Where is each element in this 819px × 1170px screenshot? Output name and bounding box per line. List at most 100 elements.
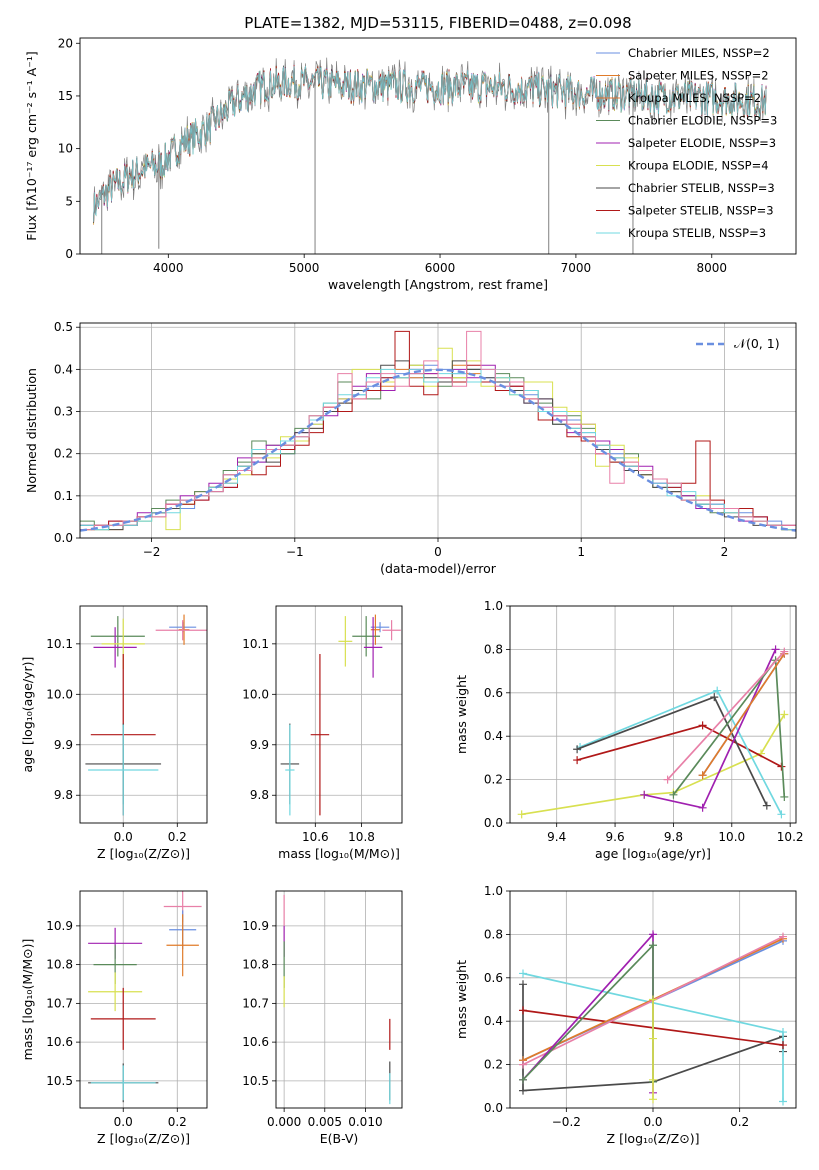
x-tick-label: 0.000 [267,1115,301,1129]
figure-title: PLATE=1382, MJD=53115, FIBERID=0488, z=0… [244,14,631,32]
x-tick-label: 2 [721,545,729,559]
errorbar-point [338,616,353,667]
weight-marker [663,775,672,784]
plot-area [517,645,789,819]
x-tick-label: 0 [434,545,442,559]
y-tick-label: 10.9 [46,919,73,933]
legend: Chabrier MILES, NSSP=2 Salpeter MILES, NS… [596,46,777,240]
weight-marker [519,969,527,978]
weight-marker [779,1041,787,1050]
y-axis-label: Normed distribution [24,368,39,493]
x-axis-label: age [log₁₀(age/yr)] [595,846,711,861]
y-tick-label: 9.9 [250,738,269,752]
plot-area [519,930,787,1106]
errorbar-point [352,616,381,657]
panel-weight_vs_age: 9.4 9.6 9.8 10.0 10.2 0.0 0.2 0.4 0.6 0.8 1.0 age [… [454,599,804,861]
weight-marker [649,1034,657,1043]
legend-entry: Kroupa ELODIE, NSSP=4 [628,159,769,173]
y-tick-label: 9.8 [250,788,269,802]
panel-mass_vs_ebv: 0.000 0.005 0.010 10.5 10.6 10.7 10.8 10.9 E(B-V… [242,890,403,1146]
x-tick-label: 0.010 [348,1115,382,1129]
errorbar-point [363,617,383,678]
x-axis-label: E(B-V) [320,1131,359,1146]
y-axis-label: mass weight [454,960,469,1039]
weight-marker [519,1060,527,1069]
axes-frame [79,890,208,1109]
x-tick-label: 0.2 [730,1115,749,1129]
x-tick-label: 8000 [696,261,727,275]
errorbar-point [370,614,381,645]
x-tick-label: 4000 [153,261,184,275]
x-axis-label: Z [log₁₀(Z/Z⊙)] [97,846,190,861]
y-tick-label: 10.5 [46,1074,73,1088]
legend-entry: Chabrier STELIB, NSSP=3 [628,181,775,195]
x-axis-label: mass [log₁₀(M/M⊙)] [278,846,400,861]
errorbar-point [88,972,143,1012]
y-tick-label: 0.4 [484,1014,503,1028]
weight-marker [669,790,678,799]
weight-marker [698,803,707,812]
x-tick-label: 9.6 [606,830,625,844]
y-tick-label: 10.7 [46,996,73,1010]
y-tick-label: 0.6 [484,971,503,985]
x-tick-label: 0.2 [168,830,187,844]
weight-marker [519,1086,527,1095]
x-tick-label: 5000 [289,261,320,275]
x-tick-label: 6000 [425,261,456,275]
gaussian-curve [80,368,796,532]
legend: 𝒩(0, 1) [696,336,780,351]
y-tick-label: 10.0 [242,687,269,701]
legend-entry: Chabrier ELODIE, NSSP=3 [628,114,777,128]
x-tick-label: 1 [577,545,585,559]
errorbar-point [93,627,137,668]
weight-marker [777,810,786,819]
legend-entry: Salpeter STELIB, NSSP=3 [628,204,774,218]
y-axis-label: mass weight [454,675,469,754]
x-tick-label: −0.2 [552,1115,581,1129]
weight-marker [649,941,657,950]
x-axis-label: Z [log₁₀(Z/Z⊙)] [607,1131,700,1146]
errorbar-point [310,653,330,816]
y-tick-label: 15 [58,89,73,103]
plot-area [85,614,207,816]
weight-marker [780,647,789,656]
legend-entry: Salpeter ELODIE, NSSP=3 [628,136,776,150]
errorbar-point [285,724,295,816]
y-tick-label: 1.0 [484,884,503,898]
axes-frame [79,322,797,539]
y-tick-label: 10.8 [242,958,269,972]
axes-frame [509,605,797,824]
x-axis-label: (data-model)/error [380,561,497,576]
y-tick-label: 0.0 [484,816,503,830]
weight-marker [649,1095,657,1104]
y-tick-label: 0.2 [484,773,503,787]
errorbar-point [155,620,207,641]
weight-marker [762,801,771,810]
y-tick-label: 9.8 [54,788,73,802]
y-tick-label: 0.6 [484,686,503,700]
y-tick-label: 10.8 [46,958,73,972]
weight-marker [573,745,582,754]
y-tick-label: 10.9 [242,919,269,933]
histogram-salpeter-miles [80,330,796,531]
weight-marker [779,1028,787,1037]
x-tick-label: −2 [143,545,161,559]
x-tick-label: 0.005 [308,1115,342,1129]
weight-line-kroupa-miles [701,653,786,776]
y-axis-label: age [log₁₀(age/yr)] [20,657,35,773]
x-tick-label: 7000 [561,261,592,275]
plot-area [80,330,796,532]
weight-marker [771,645,780,654]
weight-marker [519,980,527,989]
errorbar-point [370,622,390,633]
y-tick-label: 1.0 [484,599,503,613]
y-tick-label: 10.7 [242,996,269,1010]
panel-mass_vs_Z: 0.0 0.2 10.5 10.6 10.7 10.8 10.9 Z [log₁₀(Z/Z⊙)… [20,890,208,1146]
plot-area [88,891,202,1103]
y-tick-label: 10.6 [242,1035,269,1049]
errorbar-point [90,616,145,657]
x-tick-label: 0.0 [114,1115,133,1129]
errorbar-point [166,914,199,977]
weight-marker [573,756,582,765]
